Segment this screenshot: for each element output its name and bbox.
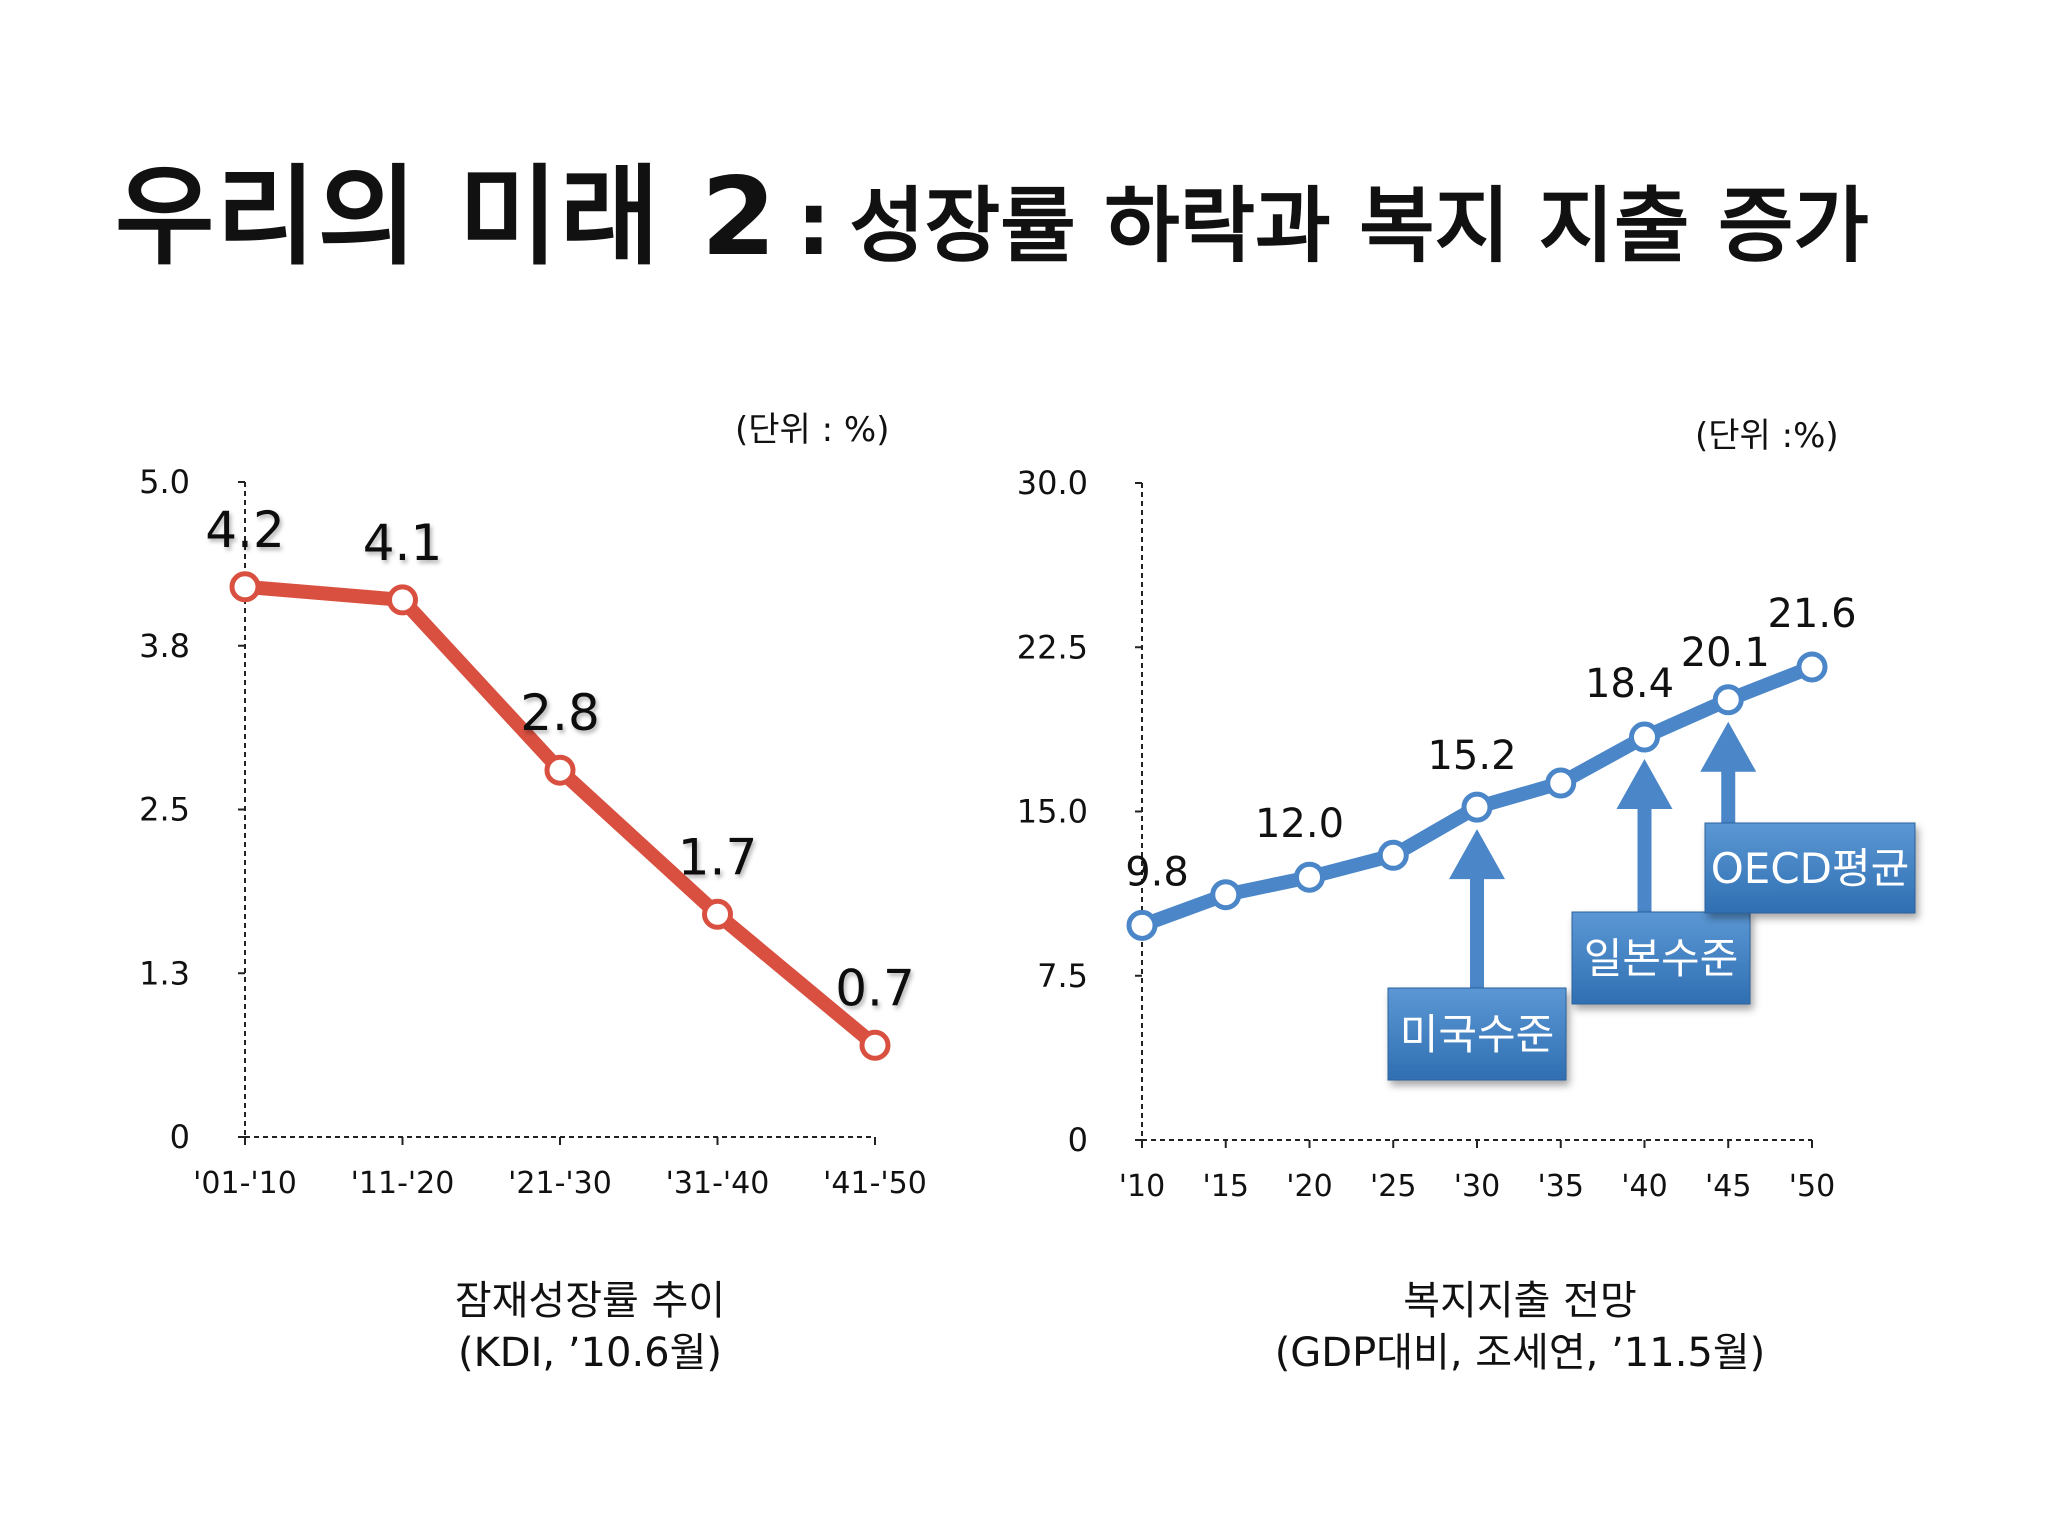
right-chart-caption: 복지지출 전망 (GDP대비, 조세연, ’11.5월) (1240, 1275, 1800, 1379)
data-label: 15.2 (1427, 733, 1516, 779)
data-label: 0.7 (835, 959, 915, 1017)
y-tick-label: 22.5 (1017, 628, 1088, 666)
data-point (1796, 651, 1828, 683)
y-tick-label: 0 (1068, 1121, 1088, 1159)
arrow-shaft (1721, 761, 1736, 823)
x-tick-label: '50 (1789, 1169, 1835, 1204)
data-label: 12.0 (1255, 801, 1344, 847)
series-line (238, 579, 882, 1053)
x-tick-label: '21-'30 (508, 1166, 612, 1201)
data-point (1461, 791, 1493, 823)
data-point (387, 584, 418, 616)
annotation-label: OECD평균 (1711, 844, 1910, 893)
x-tick-label: '41-'50 (823, 1166, 927, 1201)
annotation-box-bg (1387, 987, 1567, 1081)
left-chart-caption: 잠재성장률 추이 (KDI, ’10.6월) (380, 1275, 800, 1379)
page-title-main: 우리의 미래 2 (115, 155, 779, 280)
x-tick-label: '10 (1119, 1169, 1165, 1204)
data-point (702, 898, 733, 930)
page-title-separator: : (796, 172, 832, 275)
annotation-arrow (1700, 721, 1757, 823)
right-unit-label: (단위 :%) (1695, 416, 1839, 456)
data-point (859, 1029, 891, 1061)
data-point (1629, 721, 1660, 753)
data-point (229, 571, 261, 603)
y-tick-label: 15.0 (1017, 793, 1088, 831)
x-tick-label: '35 (1538, 1169, 1584, 1204)
page-title-sub: 성장률 하락과 복지 지출 증가 (849, 179, 1869, 274)
x-tick-label: '30 (1454, 1169, 1500, 1204)
arrow-shaft (1637, 799, 1652, 912)
left-chart-title: 잠재성장률 추이 (454, 1278, 726, 1324)
y-tick-label: 3.8 (139, 627, 190, 665)
annotation-box: 일본수준 (1571, 911, 1751, 1005)
data-point (544, 754, 576, 786)
data-label: 18.4 (1585, 661, 1674, 707)
right-chart-title: 복지지출 전망 (1403, 1278, 1637, 1324)
annotation-box: 미국수준 (1387, 987, 1567, 1081)
annotation-box-bg (1704, 822, 1916, 914)
left-unit-label: (단위 : %) (735, 410, 890, 450)
x-tick-label: '45 (1705, 1169, 1751, 1204)
data-point (1377, 839, 1409, 871)
annotation-arrow (1616, 759, 1673, 912)
annotation-arrow (1449, 829, 1505, 988)
arrow-head (1616, 759, 1673, 810)
growth-rate-chart: 0 1.3 2.5 3.8 5.0 '01-'10 '11-'20 '21-'30 '31-'4… (139, 463, 927, 1201)
data-label: 21.6 (1767, 591, 1856, 637)
x-tick-label: '25 (1370, 1169, 1416, 1204)
y-tick-label: 5.0 (139, 463, 190, 501)
page-title: 우리의 미래 2: 성장률 하락과 복지 지출 증가 (115, 130, 1869, 286)
right-chart-source: (GDP대비, 조세연, ’11.5월) (1274, 1330, 1766, 1376)
y-tick-label: 7.5 (1037, 957, 1088, 995)
data-point (1545, 767, 1577, 799)
x-tick-label: '15 (1203, 1169, 1249, 1204)
data-point (1210, 879, 1242, 911)
y-tick-label: 0 (170, 1118, 190, 1156)
annotation-label: 미국수준 (1400, 1010, 1555, 1059)
y-tick-label: 1.3 (139, 954, 190, 992)
data-point (1126, 909, 1158, 941)
left-chart-source: (KDI, ’10.6월) (457, 1330, 723, 1376)
data-label: 4.1 (363, 514, 443, 572)
x-tick-label: '40 (1621, 1169, 1667, 1204)
data-point (1712, 684, 1744, 716)
y-tick-label: 30.0 (1017, 464, 1088, 502)
arrow-head (1700, 721, 1757, 772)
annotation-box-bg (1571, 911, 1751, 1005)
welfare-spending-chart: 0 7.5 15.0 22.5 30.0 '10 '15 '20 '25 '30 '35 '40 '45… (1017, 464, 1916, 1204)
annotation-box: OECD평균 (1704, 822, 1916, 914)
data-label: 2.8 (520, 684, 600, 742)
arrow-head (1449, 829, 1505, 880)
data-label: 1.7 (678, 828, 758, 886)
x-tick-label: '20 (1286, 1169, 1332, 1204)
data-point (1294, 861, 1325, 893)
data-label: 4.2 (205, 501, 285, 559)
annotation-label: 일본수준 (1584, 934, 1739, 983)
x-tick-label: '11-'20 (351, 1166, 455, 1201)
arrow-shaft (1470, 869, 1484, 988)
x-tick-label: '01-'10 (193, 1166, 297, 1201)
data-label: 9.8 (1125, 849, 1189, 895)
x-tick-label: '31-'40 (666, 1166, 770, 1201)
data-label: 20.1 (1681, 630, 1770, 676)
y-tick-label: 2.5 (139, 791, 190, 829)
